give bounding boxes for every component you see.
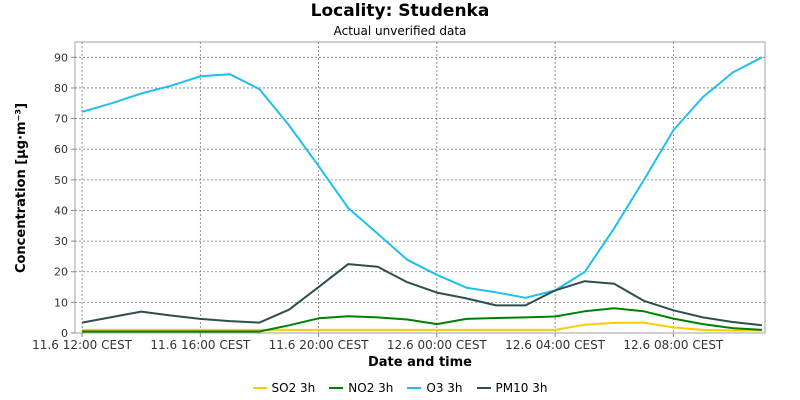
x-axis: 11.6 12:00 CEST 11.6 16:00 CEST 11.6 20:00… [32,333,724,352]
legend-swatch [476,387,491,389]
y-tick-label: 90 [54,51,68,64]
x-tick-label: 11.6 16:00 CEST [150,338,251,352]
grid-lines [75,42,765,333]
y-tick-label: 30 [54,235,68,248]
x-tick-label: 12.6 00:00 CEST [387,338,488,352]
legend-label: O3 3h [426,381,463,395]
plot-area [74,41,766,334]
y-tick-label: 70 [54,113,68,126]
y-tick-label: 50 [54,174,68,187]
legend-item-so2: SO2 3h [252,381,316,395]
legend-label: PM10 3h [495,381,548,395]
y-tick-label: 0 [61,327,68,340]
x-tick-label: 12.6 04:00 CEST [505,338,606,352]
series-line-pm10 [81,263,763,327]
series-line-o3 [81,56,763,299]
y-tick-label: 20 [54,266,68,279]
x-tick-label: 11.6 12:00 CEST [32,338,133,352]
legend: SO2 3h NO2 3h O3 3h PM10 3h [0,381,800,395]
chart-subtitle: Actual unverified data [333,24,467,38]
y-axis: 0 10 20 30 40 50 60 70 80 90 [54,51,75,340]
x-tick-label: 11.6 20:00 CEST [269,338,370,352]
legend-swatch [407,387,422,389]
chart-title: Locality: Studenka [310,1,490,21]
y-tick-label: 10 [54,296,68,309]
y-tick-label: 80 [54,82,68,95]
series-lines [81,56,763,333]
y-axis-label: Concentration [µg·m⁻³] [14,103,29,273]
series-line-no2 [82,307,763,333]
series-line-so2 [82,321,762,332]
x-axis-label: Date and time [368,355,472,370]
legend-swatch [252,387,267,389]
y-tick-label: 60 [54,143,68,156]
legend-swatch [329,387,344,389]
y-tick-label: 40 [54,204,68,217]
legend-item-no2: NO2 3h [329,381,393,395]
legend-item-o3: O3 3h [407,381,463,395]
legend-item-pm10: PM10 3h [476,381,548,395]
legend-label: SO2 3h [271,381,316,395]
legend-label: NO2 3h [348,381,394,395]
x-tick-label: 12.6 08:00 CEST [623,338,724,352]
